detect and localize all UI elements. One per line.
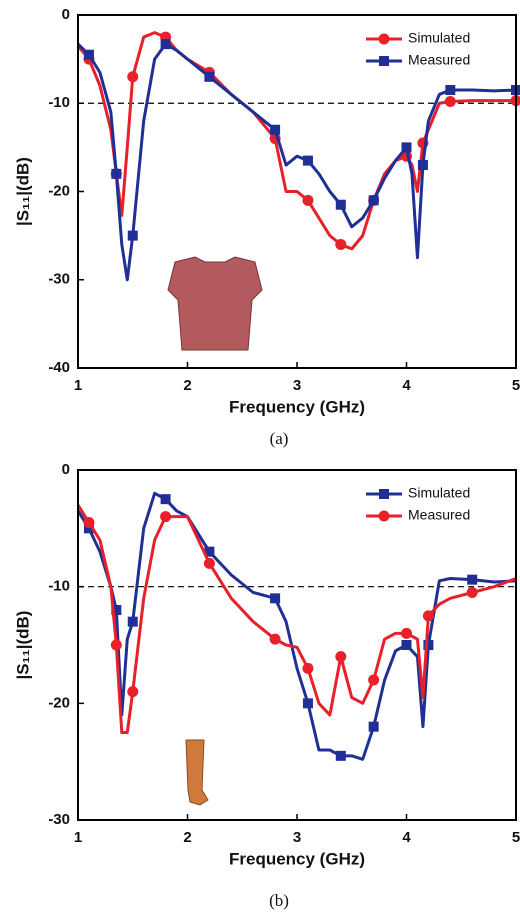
y-tick-label: -40 xyxy=(48,359,70,376)
marker xyxy=(111,605,122,615)
marker xyxy=(127,616,138,627)
marker xyxy=(110,639,122,651)
marker xyxy=(401,627,412,639)
marker xyxy=(269,633,281,645)
marker xyxy=(160,511,172,523)
marker xyxy=(111,168,122,179)
marker xyxy=(127,71,139,83)
marker xyxy=(160,39,171,50)
x-tick-label: 4 xyxy=(402,377,411,394)
marker xyxy=(83,523,94,534)
marker xyxy=(83,49,94,60)
x-tick-label: 2 xyxy=(183,829,191,846)
x-tick-label: 3 xyxy=(293,377,301,394)
legend-label: Simulated xyxy=(408,485,470,501)
x-tick-label: 3 xyxy=(293,829,301,846)
marker xyxy=(467,574,478,585)
marker xyxy=(204,546,215,557)
y-tick-label: -30 xyxy=(48,811,70,828)
x-axis-label: Frequency (GHz) xyxy=(229,397,365,416)
marker xyxy=(368,674,380,686)
marker xyxy=(368,721,379,732)
legend-marker xyxy=(378,510,390,522)
marker xyxy=(335,199,346,210)
y-tick-label: 0 xyxy=(62,6,70,23)
marker xyxy=(401,640,412,650)
marker xyxy=(368,195,379,206)
plot-frame xyxy=(77,14,517,369)
y-tick-label: -10 xyxy=(48,94,70,111)
arm-inset xyxy=(185,739,209,806)
caption: (a) xyxy=(270,429,289,448)
legend-label: Simulated xyxy=(408,30,470,46)
y-tick-label: -10 xyxy=(48,578,70,595)
marker xyxy=(160,494,171,505)
x-tick-label: 1 xyxy=(74,829,82,846)
x-tick-label: 5 xyxy=(512,829,520,846)
x-tick-label: 2 xyxy=(183,377,191,394)
y-axis-label: |S₁₁|(dB) xyxy=(13,157,32,226)
series-line xyxy=(76,491,517,761)
y-tick-label: -20 xyxy=(48,694,70,711)
marker xyxy=(204,71,215,82)
y-tick-label: -20 xyxy=(48,182,70,199)
marker xyxy=(270,124,281,135)
marker xyxy=(422,610,434,622)
marker xyxy=(335,651,347,663)
plot-frame xyxy=(77,469,517,821)
legend-label: Measured xyxy=(408,52,470,68)
legend-marker xyxy=(378,33,390,45)
marker xyxy=(444,95,456,107)
marker xyxy=(417,160,428,171)
marker xyxy=(445,85,456,96)
series-line xyxy=(76,42,517,282)
torso-inset xyxy=(167,256,263,351)
series-line xyxy=(76,31,516,251)
x-tick-label: 5 xyxy=(512,377,520,394)
marker xyxy=(127,686,139,698)
marker xyxy=(127,230,138,241)
y-axis-label: |S₁₁|(dB) xyxy=(13,611,32,680)
x-tick-label: 4 xyxy=(402,829,411,846)
marker xyxy=(83,517,95,528)
marker xyxy=(335,750,346,761)
legend-label: Measured xyxy=(408,507,470,523)
legend-marker xyxy=(379,489,389,499)
caption: (b) xyxy=(269,891,289,910)
marker xyxy=(466,587,478,598)
marker xyxy=(335,238,347,250)
marker xyxy=(302,698,313,709)
y-tick-label: 0 xyxy=(62,461,70,478)
marker xyxy=(302,662,314,674)
marker xyxy=(302,194,314,206)
marker xyxy=(302,155,313,166)
marker xyxy=(401,142,412,153)
legend-marker xyxy=(379,56,389,66)
marker xyxy=(423,640,434,650)
series-line xyxy=(76,504,517,734)
x-axis-label: Frequency (GHz) xyxy=(229,849,365,868)
y-tick-label: -30 xyxy=(48,271,70,288)
x-tick-label: 1 xyxy=(74,377,82,394)
marker xyxy=(203,557,215,569)
marker xyxy=(270,593,281,604)
